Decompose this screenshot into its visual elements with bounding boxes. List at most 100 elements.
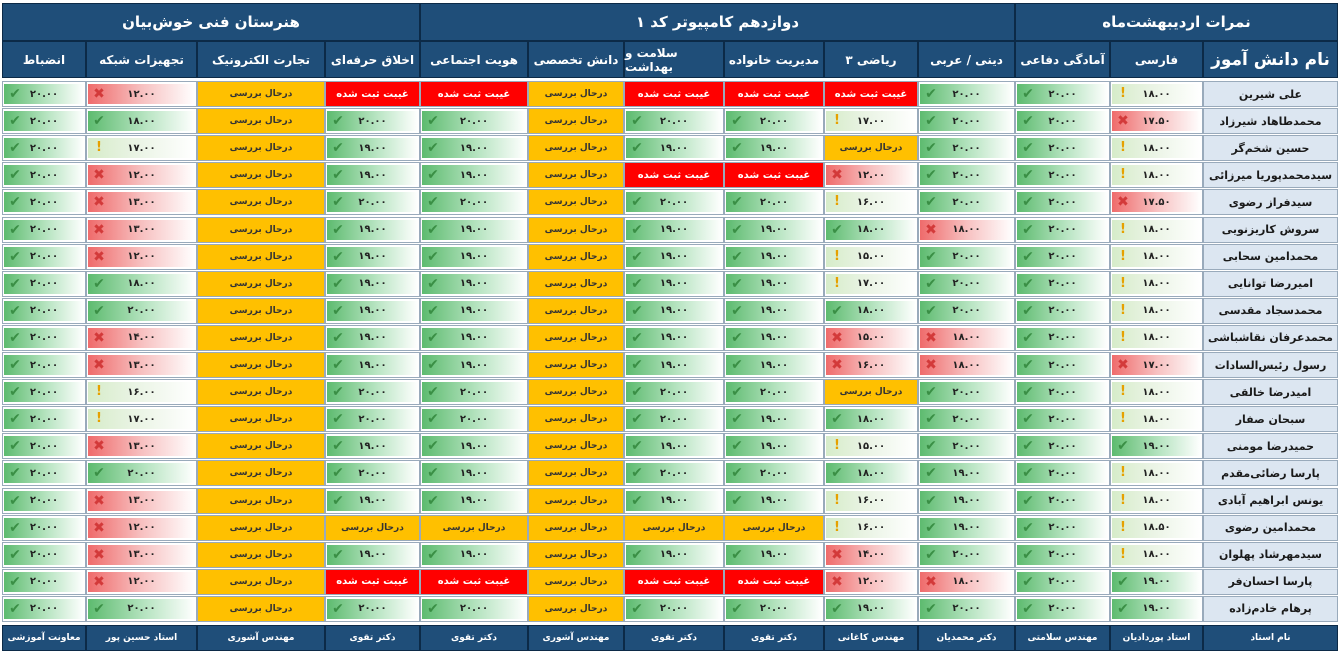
grade-cell[interactable]: ✔ ۲۰.۰۰	[2, 460, 86, 487]
grade-cell[interactable]: ✔ ۱۹.۰۰	[1110, 568, 1203, 595]
grade-cell[interactable]: ! ۱۶.۰۰	[824, 189, 918, 216]
grade-cell[interactable]: ✔ ۲۰.۰۰	[1015, 487, 1110, 514]
grade-cell[interactable]: ! ۱۸.۰۰	[1110, 487, 1203, 514]
grade-cell[interactable]: ✔ ۱۹.۰۰	[824, 595, 918, 622]
grade-cell[interactable]: ✖ ۱۴.۰۰	[824, 541, 918, 568]
grade-cell[interactable]: ✖ ۱۸.۰۰	[918, 352, 1015, 378]
grade-cell[interactable]: ! ۱۸.۰۰	[1110, 135, 1203, 162]
grade-cell[interactable]: ✔ ۱۹.۰۰	[724, 270, 824, 297]
grade-cell[interactable]: ✔ ۲۰.۰۰	[2, 162, 86, 189]
grade-cell[interactable]: ✔ ۲۰.۰۰	[1015, 324, 1110, 351]
grade-cell[interactable]: ✔ ۱۹.۰۰	[420, 433, 528, 460]
grade-cell[interactable]: ! ۱۸.۰۰	[1110, 81, 1203, 107]
grade-cell-pending[interactable]: درحال بررسی	[624, 514, 724, 541]
grade-cell-pending[interactable]: درحال بررسی	[824, 135, 918, 162]
grade-cell-absent[interactable]: غیبت ثبت شده	[724, 568, 824, 595]
grade-cell[interactable]: ! ۱۸.۰۰	[1110, 460, 1203, 487]
grade-cell-pending[interactable]: درحال بررسی	[528, 406, 624, 433]
grade-cell[interactable]: ✔ ۱۹.۰۰	[624, 216, 724, 243]
grade-cell[interactable]: ! ۱۶.۰۰	[824, 487, 918, 514]
grade-cell[interactable]: ✔ ۱۹.۰۰	[420, 541, 528, 568]
grade-cell[interactable]: ✖ ۱۳.۰۰	[86, 216, 197, 243]
grade-cell-absent[interactable]: غیبت ثبت شده	[420, 81, 528, 107]
grade-cell-pending[interactable]: درحال بررسی	[528, 460, 624, 487]
grade-cell[interactable]: ✔ ۱۹.۰۰	[624, 243, 724, 270]
grade-cell-pending[interactable]: درحال بررسی	[528, 568, 624, 595]
grade-cell[interactable]: ✔ ۱۹.۰۰	[325, 433, 420, 460]
grade-cell[interactable]: ✔ ۲۰.۰۰	[918, 81, 1015, 107]
grade-cell[interactable]: ✔ ۱۹.۰۰	[325, 270, 420, 297]
grade-cell[interactable]: ! ۱۷.۰۰	[86, 135, 197, 162]
grade-cell-pending[interactable]: درحال بررسی	[197, 568, 325, 595]
grade-cell[interactable]: ! ۱۸.۰۰	[1110, 324, 1203, 351]
grade-cell[interactable]: ✔ ۲۰.۰۰	[918, 135, 1015, 162]
student-name[interactable]: یونس ابراهیم آبادی	[1203, 487, 1338, 514]
grade-cell[interactable]: ! ۱۷.۰۰	[824, 270, 918, 297]
grade-cell[interactable]: ✔ ۱۹.۰۰	[420, 162, 528, 189]
grade-cell-pending[interactable]: درحال بررسی	[197, 406, 325, 433]
grade-cell-absent[interactable]: غیبت ثبت شده	[824, 81, 918, 107]
grade-cell[interactable]: ✔ ۱۹.۰۰	[325, 487, 420, 514]
grade-cell-pending[interactable]: درحال بررسی	[528, 487, 624, 514]
grade-cell[interactable]: ✔ ۲۰.۰۰	[1015, 406, 1110, 433]
grade-cell-absent[interactable]: غیبت ثبت شده	[624, 568, 724, 595]
grade-cell[interactable]: ✔ ۲۰.۰۰	[724, 379, 824, 406]
grade-cell-pending[interactable]: درحال بررسی	[420, 514, 528, 541]
grade-cell[interactable]: ✔ ۲۰.۰۰	[420, 189, 528, 216]
student-name[interactable]: محمدسجاد مقدسی	[1203, 297, 1338, 324]
grade-cell[interactable]: ✔ ۱۹.۰۰	[724, 135, 824, 162]
grade-cell[interactable]: ✔ ۲۰.۰۰	[624, 406, 724, 433]
column-header[interactable]: آمادگی دفاعی	[1015, 41, 1110, 78]
grade-cell[interactable]: ✔ ۱۹.۰۰	[724, 487, 824, 514]
grade-cell-absent[interactable]: غیبت ثبت شده	[624, 162, 724, 189]
grade-cell-pending[interactable]: درحال بررسی	[197, 81, 325, 107]
grade-cell[interactable]: ✖ ۱۲.۰۰	[824, 568, 918, 595]
grade-cell[interactable]: ✔ ۲۰.۰۰	[86, 460, 197, 487]
grade-cell[interactable]: ✖ ۱۵.۰۰	[824, 324, 918, 351]
grade-cell[interactable]: ! ۱۸.۰۰	[1110, 270, 1203, 297]
grade-cell[interactable]: ✔ ۱۹.۰۰	[724, 324, 824, 351]
grade-cell[interactable]: ✔ ۲۰.۰۰	[624, 460, 724, 487]
student-name[interactable]: سیدفراز رضوی	[1203, 189, 1338, 216]
grade-cell[interactable]: ! ۱۶.۰۰	[86, 379, 197, 406]
grade-cell[interactable]: ✔ ۲۰.۰۰	[1015, 189, 1110, 216]
grade-cell[interactable]: ✖ ۱۳.۰۰	[86, 352, 197, 378]
student-name[interactable]: علی شیرین	[1203, 81, 1338, 107]
grade-cell-pending[interactable]: درحال بررسی	[528, 108, 624, 135]
column-header[interactable]: تجهیزات شبکه	[86, 41, 197, 78]
grade-cell[interactable]: ! ۱۷.۰۰	[86, 406, 197, 433]
grade-cell[interactable]: ✔ ۱۹.۰۰	[624, 352, 724, 378]
grade-cell[interactable]: ✔ ۱۹.۰۰	[325, 352, 420, 378]
column-header[interactable]: انضباط	[2, 41, 86, 78]
grade-cell[interactable]: ✖ ۱۲.۰۰	[86, 162, 197, 189]
grade-cell[interactable]: ✔ ۱۹.۰۰	[918, 460, 1015, 487]
grade-cell[interactable]: ! ۱۸.۰۰	[1110, 406, 1203, 433]
grade-cell-pending[interactable]: درحال بررسی	[197, 433, 325, 460]
grade-cell[interactable]: ✔ ۱۸.۰۰	[86, 270, 197, 297]
grade-cell-pending[interactable]: درحال بررسی	[197, 162, 325, 189]
student-name[interactable]: سبحان صفار	[1203, 406, 1338, 433]
grade-cell[interactable]: ✖ ۱۳.۰۰	[86, 487, 197, 514]
grade-cell[interactable]: ✔ ۲۰.۰۰	[325, 189, 420, 216]
grade-cell[interactable]: ✔ ۲۰.۰۰	[325, 595, 420, 622]
grade-cell[interactable]: ✔ ۲۰.۰۰	[624, 189, 724, 216]
grade-cell[interactable]: ✔ ۲۰.۰۰	[2, 595, 86, 622]
grade-cell[interactable]: ✔ ۲۰.۰۰	[2, 270, 86, 297]
student-name[interactable]: حسین شخم‌گر	[1203, 135, 1338, 162]
grade-cell[interactable]: ✔ ۲۰.۰۰	[2, 568, 86, 595]
grade-cell[interactable]: ✔ ۱۹.۰۰	[420, 324, 528, 351]
student-name[interactable]: محمدطاهاد شیرزاد	[1203, 108, 1338, 135]
grade-cell[interactable]: ! ۱۸.۵۰	[1110, 514, 1203, 541]
grade-cell[interactable]: ✔ ۲۰.۰۰	[2, 243, 86, 270]
grade-cell[interactable]: ✔ ۱۹.۰۰	[420, 297, 528, 324]
grade-cell[interactable]: ✔ ۱۹.۰۰	[420, 487, 528, 514]
grade-cell[interactable]: ✖ ۱۸.۰۰	[918, 324, 1015, 351]
grade-cell-pending[interactable]: درحال بررسی	[197, 487, 325, 514]
grade-cell[interactable]: ✔ ۱۹.۰۰	[420, 460, 528, 487]
column-header[interactable]: اخلاق حرفه‌ای	[325, 41, 420, 78]
student-name[interactable]: محمدامین سحابی	[1203, 243, 1338, 270]
grade-cell[interactable]: ✔ ۱۹.۰۰	[420, 216, 528, 243]
grade-cell[interactable]: ! ۱۸.۰۰	[1110, 216, 1203, 243]
grade-cell[interactable]: ✔ ۲۰.۰۰	[1015, 352, 1110, 378]
grade-cell[interactable]: ! ۱۸.۰۰	[1110, 379, 1203, 406]
